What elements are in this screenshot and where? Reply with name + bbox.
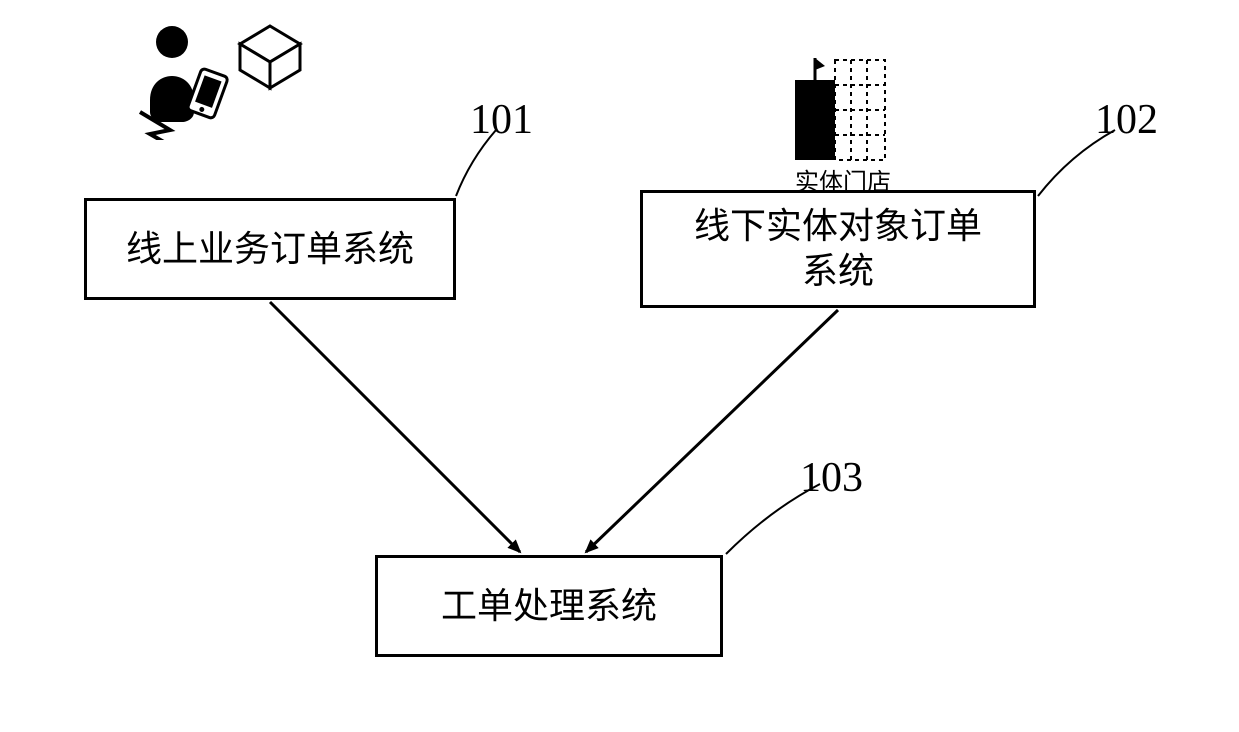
label-103: 103 xyxy=(800,454,863,502)
diagram-canvas: 实体门店 线上业务订单系统 线下实体对象订单 系统 工单处理系统 101 102… xyxy=(0,0,1239,732)
label-102: 102 xyxy=(1095,96,1158,144)
online-icons xyxy=(130,20,330,140)
arrow-offline-to-workorder xyxy=(586,310,838,552)
node-online-order-system: 线上业务订单系统 xyxy=(84,198,456,300)
node-offline-label: 线下实体对象订单 系统 xyxy=(694,204,982,294)
node-workorder-system: 工单处理系统 xyxy=(375,555,723,657)
node-online-label: 线上业务订单系统 xyxy=(126,227,414,272)
node-workorder-label: 工单处理系统 xyxy=(441,584,657,629)
label-101: 101 xyxy=(470,96,533,144)
arrow-online-to-workorder xyxy=(270,302,520,552)
node-offline-order-system: 线下实体对象订单 系统 xyxy=(640,190,1036,308)
